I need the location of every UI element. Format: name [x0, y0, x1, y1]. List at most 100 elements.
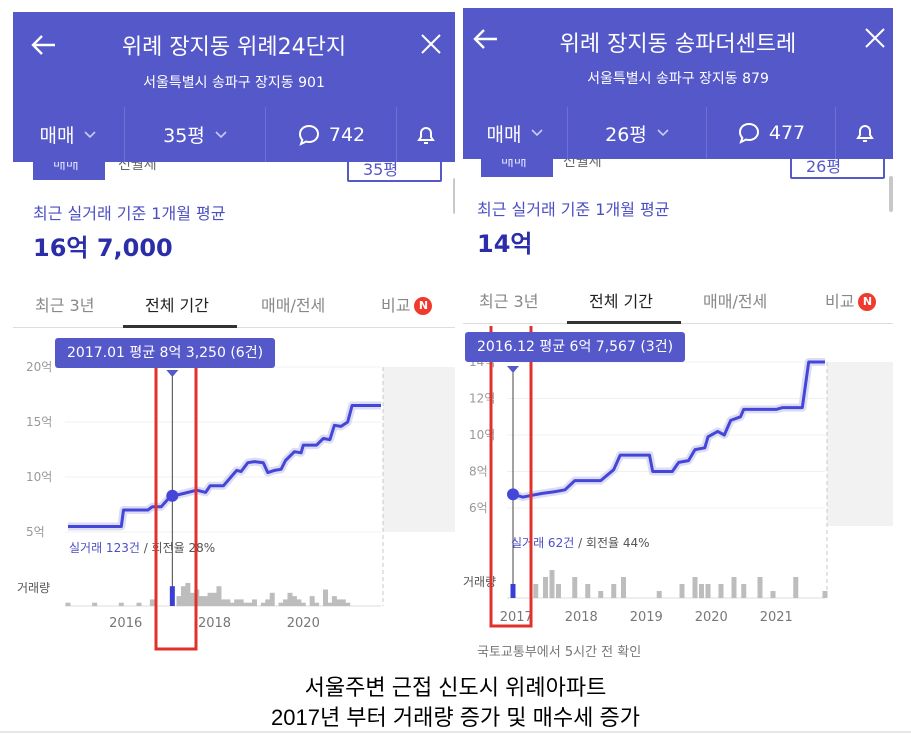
price-range-band [511, 358, 825, 502]
area-dropdown[interactable]: 35평 [125, 107, 265, 162]
back-arrow-icon[interactable] [473, 26, 499, 52]
volume-bar [621, 577, 626, 598]
volume-bar [207, 592, 213, 606]
y-tick-label: 8억 [469, 465, 488, 479]
volume-bar [243, 602, 249, 606]
volume-bar [300, 602, 306, 606]
volume-bar [216, 586, 222, 606]
volume-bar [510, 584, 516, 598]
volume-bar [180, 586, 186, 606]
average-price: 16억 7,000 [33, 234, 173, 262]
transaction-count: 실거래 62건 [511, 536, 578, 550]
volume-bar [269, 592, 275, 606]
speech-bubble-icon [298, 124, 319, 146]
scrollbar[interactable] [889, 176, 893, 212]
volume-bar [679, 584, 685, 598]
volume-bar [699, 584, 704, 598]
trade-type-dropdown[interactable]: 매매 [463, 107, 567, 159]
trade-type-dropdown[interactable]: 매매 [13, 107, 123, 162]
lease-toggle-label[interactable]: 전월세 [563, 159, 602, 170]
tab-all-period[interactable]: 전체 기간 [589, 292, 653, 311]
price-range-band [68, 401, 381, 531]
area-select[interactable] [347, 162, 442, 182]
tab-compare[interactable]: 비교 N [825, 288, 877, 312]
volume-bar [757, 577, 763, 598]
volume-bar [287, 592, 293, 606]
apartment-address: 서울특별시 송파구 장지동 901 [143, 75, 325, 91]
tab-recent-3y[interactable]: 최근 3년 [35, 296, 95, 315]
volume-label: 거래량 [17, 581, 50, 595]
close-icon[interactable] [419, 32, 443, 56]
scrollbar[interactable] [453, 178, 455, 214]
volume-bar [309, 596, 315, 606]
scrolled-tabs-peek: 매매 전월세 35평 [13, 162, 455, 182]
volume-bar [705, 584, 711, 598]
volume-bar [345, 602, 351, 606]
sale-toggle[interactable] [481, 159, 553, 177]
chart-tooltip: 2017.01 평균 8억 3,250 (6건) [55, 338, 276, 368]
x-tick-label: 2016 [109, 616, 142, 631]
tab-sale-lease[interactable]: 매매/전세 [703, 292, 768, 311]
volume-bar [198, 596, 204, 606]
volume-bar [327, 602, 333, 606]
caption-line-2: 2017년 부터 거래량 증가 및 매수세 증가 [271, 705, 640, 730]
y-tick-label: 5억 [26, 525, 45, 539]
y-tick-label: 10억 [469, 428, 495, 442]
new-badge: N [858, 293, 877, 311]
comments-button[interactable]: 477 [707, 107, 835, 159]
divider [0, 731, 911, 733]
apartment-address: 서울특별시 송파구 장지동 879 [587, 71, 769, 87]
transaction-stats: 실거래 62건 / 회전율 44% [511, 536, 650, 550]
volume-bar [741, 584, 747, 598]
x-tick-label: 2021 [760, 610, 793, 625]
area-select-label: 35평 [363, 162, 399, 179]
sale-toggle-label: 매매 [501, 159, 527, 170]
volume-bar [731, 577, 737, 598]
trade-type-label: 매매 [39, 125, 75, 147]
notification-button[interactable] [836, 107, 893, 159]
volume-bar [543, 577, 548, 598]
comment-count: 742 [328, 123, 366, 146]
volume-bar [265, 599, 271, 606]
volume-bar [291, 596, 297, 606]
tab-sale-lease[interactable]: 매매/전세 [261, 296, 326, 315]
right-listing-panel: 위례 장지동 송파더센트레 서울특별시 송파구 장지동 879 매매 26평 4… [463, 0, 893, 662]
lease-toggle-label[interactable]: 전월세 [118, 162, 157, 173]
active-tab-indicator [123, 325, 237, 328]
area-select[interactable] [790, 159, 885, 179]
tab-all-period[interactable]: 전체 기간 [145, 296, 209, 315]
volume-bar [585, 584, 591, 598]
volume-bar [770, 591, 776, 598]
notification-button[interactable] [397, 107, 455, 162]
volume-bar [296, 599, 302, 606]
volume-bar [598, 591, 604, 598]
selected-point [166, 489, 179, 502]
tab-compare[interactable]: 비교 N [381, 292, 433, 316]
comments-button[interactable]: 742 [266, 107, 396, 162]
y-tick-label: 6억 [469, 501, 488, 515]
turnover-rate: / 회전율 28% [144, 541, 215, 555]
volume-bar [314, 602, 320, 606]
x-tick-label: 2020 [287, 616, 320, 631]
filter-bar: 매매 26평 477 [463, 107, 893, 159]
volume-bar [238, 599, 244, 606]
volume-bar [533, 584, 539, 598]
sale-toggle[interactable] [33, 162, 105, 180]
volume-bar [220, 599, 226, 606]
left-listing-panel: 위례 장지동 위례24단지 서울특별시 송파구 장지동 901 매매 35평 7… [13, 0, 455, 662]
volume-bar [229, 602, 235, 606]
area-select-label: 26평 [806, 159, 842, 176]
area-label: 26평 [605, 123, 647, 146]
volume-bar [234, 599, 240, 606]
transaction-count: 실거래 123건 [69, 541, 144, 555]
future-shade [383, 367, 455, 532]
tab-recent-3y[interactable]: 최근 3년 [479, 292, 539, 311]
x-tick-label: 2018 [198, 616, 231, 631]
area-dropdown[interactable]: 26평 [568, 107, 706, 159]
close-icon[interactable] [863, 26, 887, 50]
volume-bar [149, 599, 155, 606]
back-arrow-icon[interactable] [31, 32, 57, 58]
filter-bar: 매매 35평 742 [13, 107, 455, 162]
